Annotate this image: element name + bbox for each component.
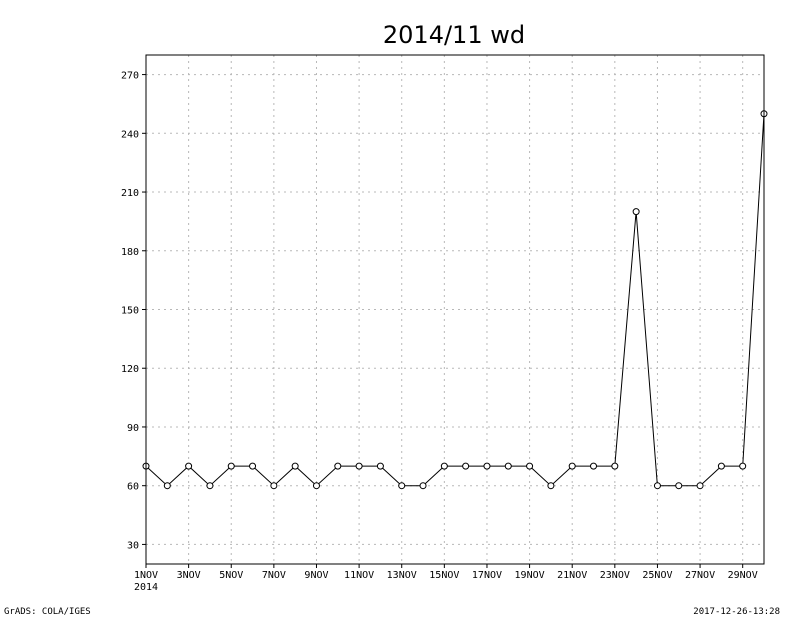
data-point <box>355 462 363 470</box>
data-point <box>462 462 470 470</box>
data-point <box>717 462 725 470</box>
data-point <box>163 482 171 490</box>
x-tick-label: 3NOV <box>177 570 201 581</box>
data-point <box>547 482 555 490</box>
data-point <box>696 482 704 490</box>
y-tick-label: 210 <box>121 188 139 199</box>
y-tick-label: 180 <box>121 247 139 258</box>
data-point <box>227 462 235 470</box>
x-tick-label: 25NOV <box>642 570 672 581</box>
data-point <box>270 482 278 490</box>
x-tick-label: 9NOV <box>304 570 328 581</box>
x-tick-label: 29NOV <box>728 570 758 581</box>
data-point <box>291 462 299 470</box>
footer-right: 2017-12-26-13:28 <box>693 607 780 617</box>
data-point <box>398 482 406 490</box>
data-points <box>142 110 768 490</box>
chart-title: 2014/11 wd <box>383 21 525 49</box>
footer-left: GrADS: COLA/IGES <box>4 607 91 617</box>
data-point <box>312 482 320 490</box>
data-point <box>440 462 448 470</box>
y-axis: 30 60 90 120 150 180 210 240 270 <box>121 71 146 551</box>
x-tick-label: 17NOV <box>472 570 502 581</box>
y-tick-label: 90 <box>127 423 139 434</box>
data-point <box>611 462 619 470</box>
x-tick-label: 5NOV <box>219 570 243 581</box>
data-point <box>675 482 683 490</box>
data-point <box>526 462 534 470</box>
y-tick-label: 270 <box>121 71 139 82</box>
x-tick-label: 1NOV <box>134 570 158 581</box>
x-tick-label: 15NOV <box>429 570 459 581</box>
data-point <box>653 482 661 490</box>
data-point <box>334 462 342 470</box>
grid <box>145 55 764 564</box>
x-tick-label: 27NOV <box>685 570 715 581</box>
x-tick-label: 23NOV <box>600 570 630 581</box>
y-tick-label: 120 <box>121 364 139 375</box>
data-point <box>483 462 491 470</box>
x-axis: 1NOV 3NOV 5NOV 7NOV 9NOV 11NOV 13NOV 15NOV 17NOV… <box>134 564 758 581</box>
y-tick-label: 150 <box>121 306 139 317</box>
plot-frame <box>145 54 765 565</box>
data-point <box>504 462 512 470</box>
data-point <box>632 208 640 216</box>
data-point <box>249 462 257 470</box>
data-point <box>739 462 747 470</box>
x-year-label: 2014 <box>134 582 158 593</box>
x-tick-label: 21NOV <box>557 570 587 581</box>
data-point <box>419 482 427 490</box>
data-point <box>376 462 384 470</box>
x-tick-label: 7NOV <box>262 570 286 581</box>
x-tick-label: 19NOV <box>515 570 545 581</box>
y-tick-label: 60 <box>127 482 139 493</box>
y-tick-label: 240 <box>121 129 139 140</box>
data-point <box>568 462 576 470</box>
y-tick-label: 30 <box>127 540 139 551</box>
x-tick-label: 11NOV <box>344 570 374 581</box>
series-line <box>145 113 765 487</box>
x-tick-label: 13NOV <box>387 570 417 581</box>
data-point <box>590 462 598 470</box>
data-point <box>206 482 214 490</box>
data-point <box>185 462 193 470</box>
